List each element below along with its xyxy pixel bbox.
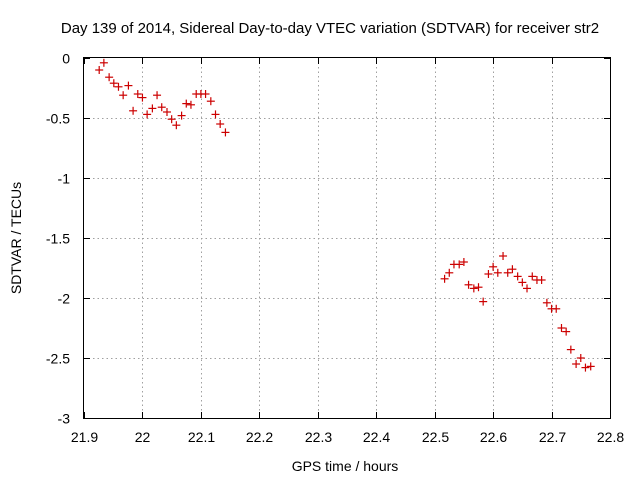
data-point	[99, 58, 108, 67]
data-point	[479, 297, 488, 306]
y-tick-label: -2	[58, 291, 71, 307]
data-point	[581, 363, 590, 372]
x-tick-label: 22.6	[480, 429, 507, 445]
data-point	[167, 115, 176, 124]
data-point	[95, 66, 104, 74]
y-tick-label: 0	[62, 51, 70, 67]
data-point	[114, 82, 123, 91]
data-point	[129, 106, 138, 115]
data-point	[566, 345, 575, 354]
data-point	[503, 268, 512, 277]
data-point	[105, 73, 114, 82]
data-point	[537, 276, 546, 284]
data-point	[523, 284, 532, 293]
data-point	[562, 327, 571, 336]
data-point	[109, 79, 118, 88]
data-point	[206, 97, 215, 106]
data-point	[172, 121, 181, 130]
data-point	[459, 258, 468, 266]
data-point	[484, 270, 493, 278]
data-point	[138, 93, 147, 102]
y-tick-label: -2.5	[46, 351, 70, 367]
data-point	[201, 90, 210, 98]
x-tick-label: 22.4	[363, 429, 390, 445]
x-tick-label: 22.2	[246, 429, 273, 445]
x-axis-label: GPS time / hours	[292, 458, 399, 474]
data-point	[474, 283, 483, 292]
data-point	[440, 274, 449, 283]
x-tick-label: 21.9	[71, 429, 98, 445]
data-point	[499, 252, 508, 260]
data-point	[528, 272, 537, 281]
y-tick-label: -1	[58, 171, 71, 187]
grid	[84, 58, 610, 418]
data-point	[586, 362, 595, 371]
data-point	[464, 280, 473, 289]
x-tick-label: 22.1	[188, 429, 215, 445]
y-axis-label: SDTVAR / TECUs	[8, 182, 24, 294]
x-tick-label: 22.3	[305, 429, 332, 445]
y-tick-label: -0.5	[46, 111, 70, 127]
data-point	[542, 298, 551, 307]
data-point	[186, 100, 195, 109]
data-point	[182, 99, 191, 108]
x-tick-label: 22.8	[597, 429, 624, 445]
data-point	[552, 304, 561, 313]
x-tick-label: 22	[135, 429, 151, 445]
data-point	[124, 81, 133, 90]
data-point	[445, 268, 454, 277]
data-point	[211, 110, 220, 119]
axis-ticks: 21.9 22 22.1 22.2 22.3 22.4 22.5 22.6 22.7 22.8 0 -…	[46, 51, 624, 446]
plot-area-frame	[83, 57, 611, 419]
data-point	[508, 265, 517, 274]
data-point	[557, 324, 566, 332]
chart-title: Day 139 of 2014, Sidereal Day-to-day VTE…	[61, 20, 599, 37]
data-point	[153, 91, 162, 100]
data-point	[489, 262, 498, 271]
data-point	[143, 110, 152, 119]
data-point	[455, 260, 464, 269]
data-point	[133, 90, 142, 98]
data-point	[572, 360, 581, 368]
data-point	[469, 284, 478, 293]
y-tick-label: -3	[58, 411, 71, 427]
data-point	[162, 108, 171, 116]
data-series-str2	[95, 58, 595, 372]
data-point	[493, 268, 502, 277]
data-point	[177, 111, 186, 120]
data-point	[157, 103, 166, 112]
data-point	[576, 354, 585, 362]
data-point	[518, 278, 527, 287]
data-point	[221, 128, 230, 137]
data-point	[513, 272, 522, 281]
data-point	[216, 120, 225, 128]
data-point	[119, 91, 128, 100]
x-tick-label: 22.5	[422, 429, 449, 445]
x-tick-label: 22.7	[539, 429, 566, 445]
data-point	[148, 104, 157, 113]
y-tick-label: -1.5	[46, 231, 70, 247]
